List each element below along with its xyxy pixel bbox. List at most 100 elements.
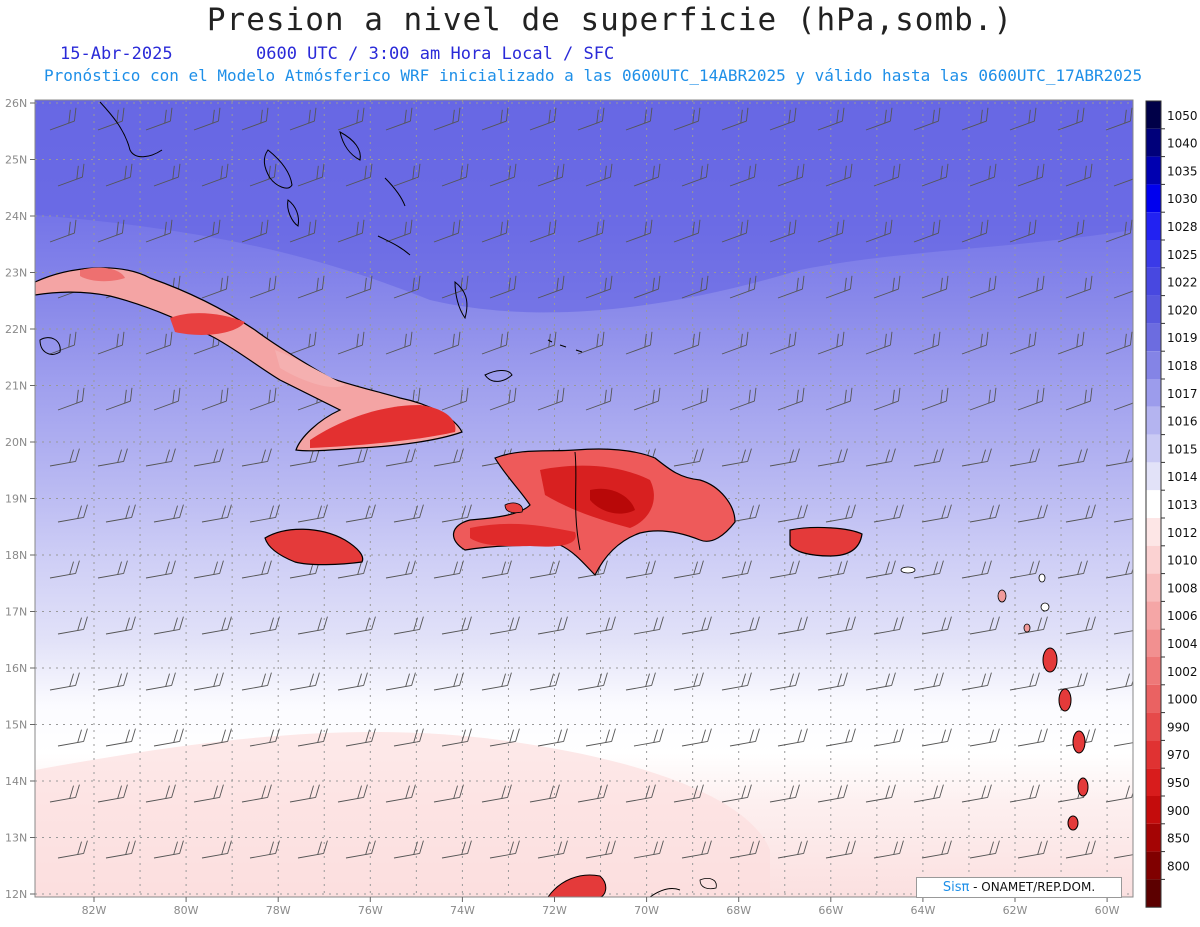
lat-lon-grid bbox=[35, 100, 1133, 897]
wind-barb bbox=[489, 728, 520, 747]
wind-barb bbox=[699, 896, 704, 897]
colorbar-swatch bbox=[1146, 518, 1161, 546]
wind-barb bbox=[1065, 163, 1093, 187]
wind-barb bbox=[865, 219, 893, 243]
wind-barb bbox=[49, 672, 80, 691]
colorbar-label: 990 bbox=[1167, 720, 1190, 734]
wind-barb bbox=[729, 275, 757, 299]
wind-barb bbox=[825, 387, 853, 411]
wind-barb bbox=[193, 560, 224, 579]
wind-barb bbox=[337, 107, 365, 131]
wind-barb bbox=[633, 616, 664, 635]
wind-barb bbox=[393, 163, 421, 187]
wind-barb bbox=[673, 107, 701, 131]
colorbar-swatch bbox=[1146, 823, 1161, 852]
wind-barb bbox=[969, 163, 997, 187]
wind-barb bbox=[1065, 616, 1096, 635]
wind-barb bbox=[289, 219, 317, 243]
wind-barb bbox=[817, 560, 848, 579]
wind-barb bbox=[865, 331, 893, 355]
colorbar-label: 1013 bbox=[1167, 498, 1198, 512]
wind-barb bbox=[441, 163, 469, 187]
colorbar-swatch bbox=[1146, 462, 1161, 491]
lon-label: 66W bbox=[818, 904, 843, 917]
wind-barb bbox=[1083, 896, 1088, 897]
wind-barb bbox=[969, 616, 1000, 635]
wind-barb bbox=[145, 219, 173, 243]
colorbar-label: 1002 bbox=[1167, 665, 1198, 679]
colorbar-label: 1019 bbox=[1167, 331, 1198, 345]
colorbar-swatch bbox=[1146, 323, 1161, 352]
wind-barb bbox=[1065, 840, 1096, 859]
lon-label: 62W bbox=[1003, 904, 1028, 917]
wind-barb bbox=[337, 672, 368, 691]
colorbar-label: 1000 bbox=[1167, 693, 1198, 707]
lat-label: 18N bbox=[5, 549, 27, 562]
wind-barb bbox=[201, 275, 229, 299]
wind-barb bbox=[1057, 672, 1088, 691]
wind-barb bbox=[97, 672, 128, 691]
lon-label: 72W bbox=[542, 904, 567, 917]
wind-barb bbox=[57, 616, 88, 635]
colorbar-label: 1012 bbox=[1167, 526, 1198, 540]
wind-barb bbox=[825, 616, 856, 635]
wind-barb bbox=[481, 784, 512, 803]
colorbar-label: 900 bbox=[1167, 804, 1190, 818]
wind-barb bbox=[721, 672, 752, 691]
wind-barb bbox=[337, 560, 368, 579]
lon-label: 68W bbox=[726, 904, 751, 917]
wind-barb bbox=[1009, 784, 1040, 803]
wind-barb bbox=[1009, 331, 1037, 355]
wind-barb bbox=[681, 840, 712, 859]
wind-barb bbox=[681, 728, 712, 747]
colorbar-label: 1020 bbox=[1167, 303, 1198, 317]
wind-barb bbox=[481, 560, 512, 579]
wind-barb bbox=[145, 672, 176, 691]
wind-barb bbox=[249, 275, 277, 299]
wind-barb bbox=[769, 784, 800, 803]
colorbar-swatch bbox=[1146, 712, 1161, 741]
wind-barb bbox=[921, 728, 952, 747]
colorbar-swatch bbox=[1146, 267, 1161, 296]
wind-barb bbox=[921, 616, 952, 635]
wind-barb bbox=[873, 840, 904, 859]
wind-barb bbox=[57, 840, 88, 859]
wind-barb bbox=[1105, 331, 1133, 355]
wind-barb bbox=[481, 331, 509, 355]
colorbar-swatch bbox=[1146, 379, 1161, 407]
wind-barb bbox=[241, 672, 272, 691]
wind-barb bbox=[433, 219, 461, 243]
wind-barb bbox=[969, 728, 1000, 747]
wind-barb bbox=[873, 163, 901, 187]
wind-barb bbox=[345, 163, 373, 187]
wind-barb bbox=[441, 840, 472, 859]
wind-barb bbox=[817, 107, 845, 131]
wind-barb bbox=[1113, 853, 1133, 859]
wind-barb bbox=[865, 560, 896, 579]
wind-barb bbox=[57, 728, 88, 747]
wind-barb bbox=[1065, 275, 1093, 299]
wind-barb bbox=[57, 387, 85, 411]
wind-barb bbox=[721, 107, 749, 131]
wind-barb bbox=[1105, 219, 1133, 243]
wind-barb bbox=[673, 448, 704, 467]
colorbar-swatch bbox=[1146, 240, 1161, 268]
colorbar-label: 1028 bbox=[1167, 220, 1198, 234]
wind-barb bbox=[297, 840, 328, 859]
wind-barb bbox=[537, 728, 568, 747]
wind-barb bbox=[1057, 219, 1085, 243]
colorbar-swatch bbox=[1146, 128, 1161, 157]
colorbar-swatch bbox=[1146, 740, 1161, 769]
lon-label: 78W bbox=[266, 904, 291, 917]
wind-barb bbox=[385, 331, 413, 355]
wind-barb bbox=[825, 728, 856, 747]
colorbar-label: 1018 bbox=[1167, 359, 1198, 373]
colorbar-swatch bbox=[1146, 184, 1161, 213]
wind-barb bbox=[49, 448, 80, 467]
colorbar-label: 850 bbox=[1167, 832, 1190, 846]
colorbar-label: 1004 bbox=[1167, 637, 1198, 651]
wind-barb bbox=[721, 784, 752, 803]
wind-barb bbox=[49, 560, 80, 579]
wind-barb bbox=[729, 387, 757, 411]
